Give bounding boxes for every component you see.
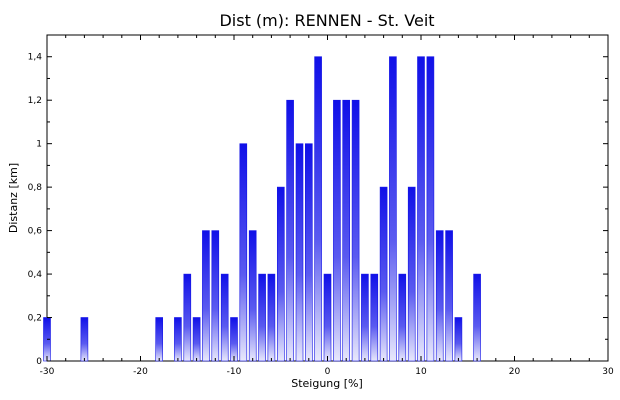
x-axis-label: Steigung [%] xyxy=(291,377,363,390)
bar xyxy=(155,317,163,362)
bar xyxy=(239,143,248,362)
bar xyxy=(342,99,351,362)
x-tick-label: 10 xyxy=(415,367,427,377)
y-tick-label: 0,4 xyxy=(28,270,43,280)
bar xyxy=(426,56,435,362)
y-tick-label: 1,4 xyxy=(28,53,43,63)
bar xyxy=(211,230,220,362)
bar xyxy=(407,186,416,362)
bar xyxy=(473,273,481,362)
bar xyxy=(351,99,360,362)
bar xyxy=(333,99,341,362)
bar xyxy=(370,273,379,362)
bar xyxy=(295,143,304,362)
bar xyxy=(230,317,238,362)
y-tick-label: 0 xyxy=(36,357,42,367)
bar xyxy=(220,273,229,362)
bar xyxy=(417,56,425,362)
bar xyxy=(454,317,463,362)
bar xyxy=(80,317,89,362)
bar xyxy=(276,186,285,362)
y-tick-label: 1,2 xyxy=(28,96,42,106)
bar xyxy=(435,230,444,362)
bars-group xyxy=(43,56,481,362)
bar xyxy=(202,230,210,362)
bar xyxy=(248,230,257,362)
y-tick-label: 1 xyxy=(36,140,42,150)
bar xyxy=(183,273,192,362)
bar xyxy=(361,273,369,362)
bar xyxy=(445,230,453,362)
bar xyxy=(389,56,397,362)
x-tick-label: -20 xyxy=(133,367,148,377)
x-tick-label: 0 xyxy=(325,367,331,377)
x-tick-label: -10 xyxy=(227,367,242,377)
bar xyxy=(267,273,276,362)
y-tick-label: 0,2 xyxy=(28,314,42,324)
chart-title: Dist (m): RENNEN - St. Veit xyxy=(219,11,434,30)
x-tick-label: 20 xyxy=(509,367,521,377)
bar xyxy=(192,317,201,362)
y-tick-label: 0,6 xyxy=(28,227,43,237)
bar xyxy=(286,99,294,362)
bar xyxy=(304,143,313,362)
y-axis-label: Distanz [km] xyxy=(7,163,20,233)
x-tick-label: -30 xyxy=(40,367,55,377)
x-axis-ticks: -30 -20 -10 0 10 20 30 xyxy=(40,35,614,377)
bar xyxy=(323,273,332,362)
bar xyxy=(398,273,407,362)
y-axis-ticks: 0 0,2 0,4 0,6 0,8 1 1,2 1,4 xyxy=(28,34,608,367)
x-tick-label: 30 xyxy=(602,367,614,377)
y-tick-label: 0,8 xyxy=(28,183,43,193)
bar xyxy=(379,186,388,362)
bar xyxy=(314,56,322,362)
bar xyxy=(174,317,182,362)
bar xyxy=(258,273,266,362)
